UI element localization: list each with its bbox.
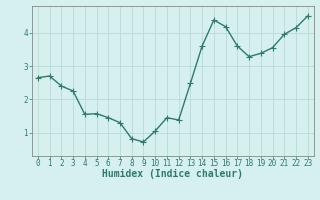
X-axis label: Humidex (Indice chaleur): Humidex (Indice chaleur) (102, 169, 243, 179)
